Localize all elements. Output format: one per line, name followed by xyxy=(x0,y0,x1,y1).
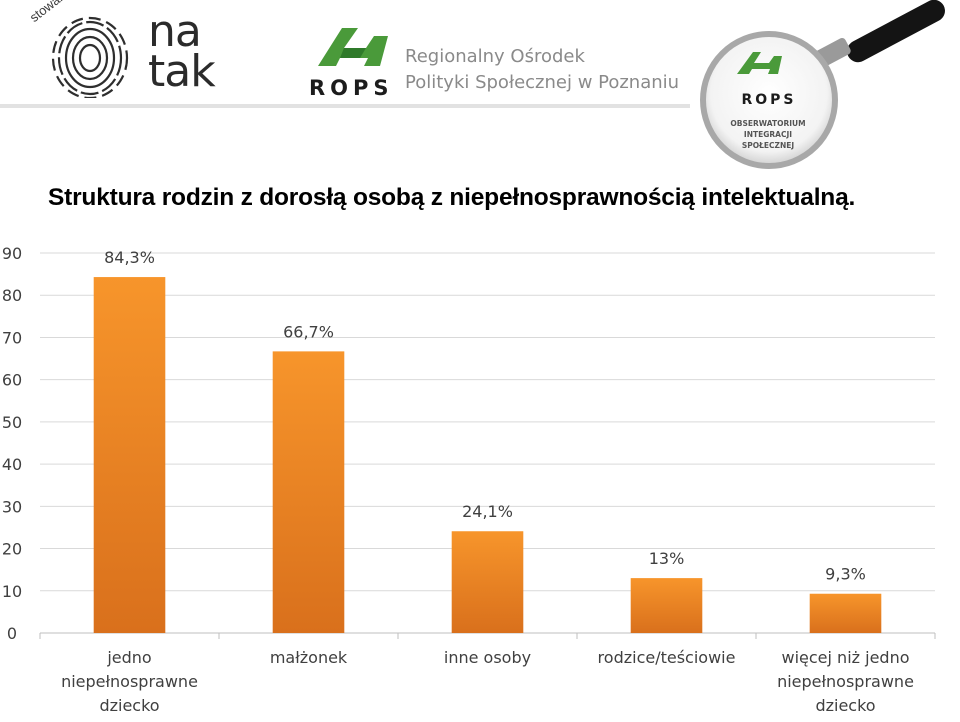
x-category-label: inne osoby xyxy=(444,648,531,667)
bar xyxy=(630,578,703,633)
natak-word: na tak xyxy=(148,6,216,97)
y-tick-label: 80 xyxy=(2,286,22,305)
y-tick-label: 30 xyxy=(2,497,22,516)
x-category-label: jedno xyxy=(106,648,151,667)
bar xyxy=(272,351,345,633)
bar xyxy=(93,277,166,633)
magnifier-icon xyxy=(700,0,945,169)
rops-arrow-icon xyxy=(318,28,388,66)
y-tick-label: 90 xyxy=(2,244,22,263)
x-category-label: dziecko xyxy=(815,696,875,715)
x-category-label: niepełnosprawne xyxy=(61,672,198,691)
rops-logo: ROPS Regionalny Ośrodek Polityki Społecz… xyxy=(300,18,690,108)
y-tick-label: 0 xyxy=(7,624,17,643)
x-category-label: niepełnosprawne xyxy=(777,672,914,691)
chart-title: Struktura rodzin z dorosłą osobą z niepe… xyxy=(48,184,856,211)
y-tick-label: 20 xyxy=(2,540,22,559)
x-category-label: dziecko xyxy=(99,696,159,715)
y-tick-label: 40 xyxy=(2,455,22,474)
x-category-label: rodzice/teściowie xyxy=(598,648,736,667)
y-tick-label: 50 xyxy=(2,413,22,432)
data-label: 9,3% xyxy=(825,565,866,584)
x-category-label: więcej niż jedno xyxy=(782,648,910,667)
bar xyxy=(451,531,524,633)
observatory-rops: ROPS xyxy=(741,92,797,108)
observatory-name: OBSERWATORIUM INTEGRACJI SPOŁECZNEJ xyxy=(730,119,806,150)
y-tick-label: 10 xyxy=(2,582,22,601)
y-tick-label: 70 xyxy=(2,328,22,347)
header: stowarzyszenie na tak ROPS Regionalny Oś… xyxy=(0,0,960,175)
data-label: 84,3% xyxy=(104,248,155,267)
bar xyxy=(809,593,882,633)
natak-logo: stowarzyszenie na tak xyxy=(27,0,220,98)
rops-full-name: Regionalny Ośrodek Polityki Społecznej w… xyxy=(405,46,680,93)
y-tick-label: 60 xyxy=(2,371,22,390)
header-divider xyxy=(0,104,690,108)
data-label: 66,7% xyxy=(283,322,334,341)
rops-word: ROPS xyxy=(309,76,394,100)
bar-chart: 0 10 20 30 40 50 60 70 80 90 84,3% jedno niepełnospr… xyxy=(0,236,960,717)
data-label: 13% xyxy=(649,549,685,568)
x-category-label: małżonek xyxy=(270,648,348,667)
fingerprint-icon xyxy=(51,16,129,98)
chart-svg: 0 10 20 30 40 50 60 70 80 90 84,3% jedno niepełnospr… xyxy=(2,244,936,715)
data-label: 24,1% xyxy=(462,502,513,521)
